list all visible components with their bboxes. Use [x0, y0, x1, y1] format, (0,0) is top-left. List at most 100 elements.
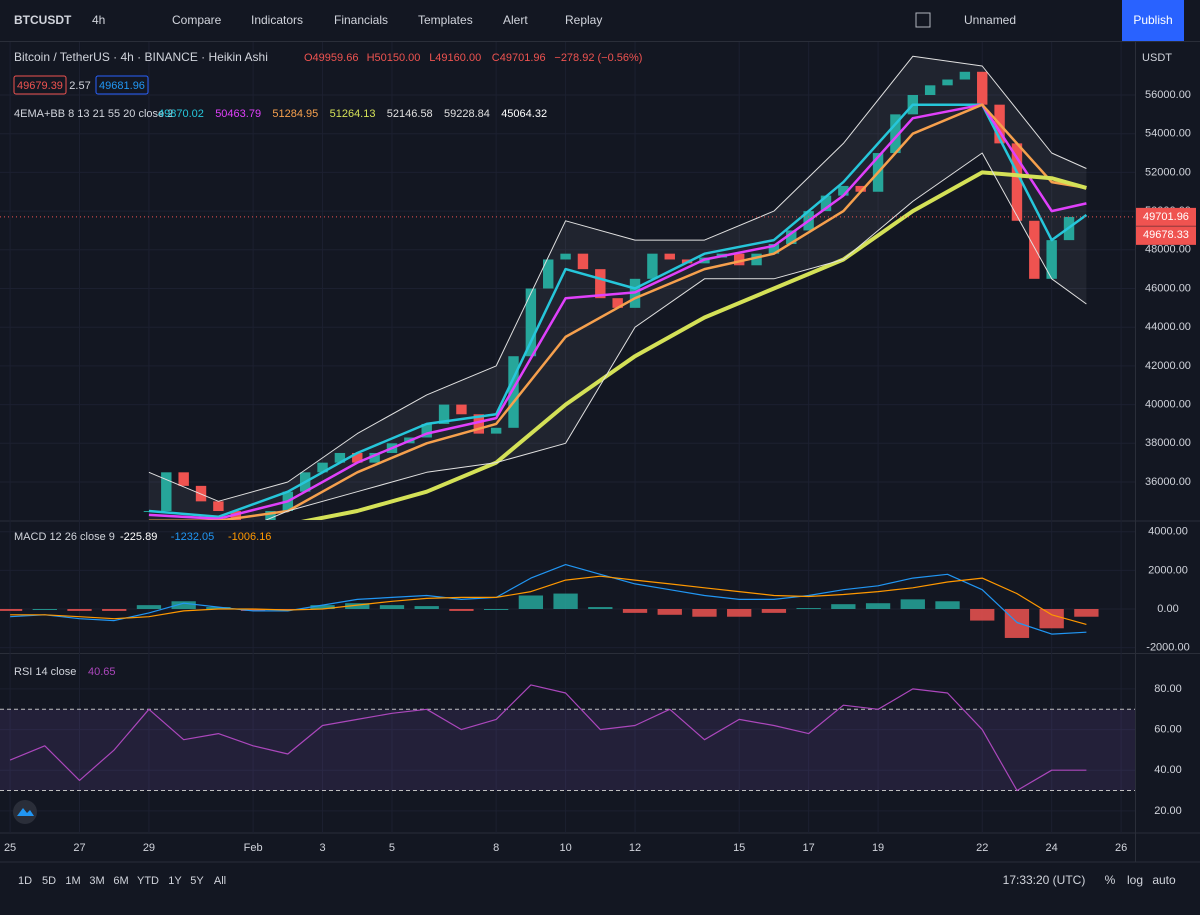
candle — [1046, 240, 1057, 279]
price-tag — [1136, 226, 1196, 245]
ask: 49681.96 — [99, 80, 145, 92]
pane — [0, 55, 1135, 520]
toolbar-item[interactable]: Financials — [334, 13, 388, 27]
candle — [786, 230, 797, 244]
macd-title: MACD 12 26 close 9 — [14, 531, 115, 543]
histogram-bar — [483, 609, 509, 611]
histogram-bar — [727, 609, 752, 617]
layout-name[interactable]: Unnamed — [964, 13, 1016, 27]
range-button[interactable]: All — [214, 875, 226, 887]
candle — [924, 85, 936, 95]
rsi-band — [0, 709, 1135, 791]
indicator-line — [148, 103, 1087, 520]
price-tag-label: 49678.33 — [1143, 229, 1189, 241]
candle — [213, 501, 224, 512]
range-button[interactable]: YTD — [137, 875, 159, 887]
top-toolbar: BTCUSDT 4h Compare Indicators Financials Te… — [0, 0, 1200, 42]
indicator-value: 51264.13 — [330, 108, 376, 120]
histogram-bar — [761, 609, 787, 613]
charts: 25 27 29 Feb 3 5 8 10 12 15 17 19 22 24 26 36000.00 3800… — [0, 42, 1196, 854]
checkbox[interactable] — [915, 12, 931, 28]
histogram-bar — [67, 609, 92, 611]
candle — [664, 253, 675, 260]
candle — [647, 253, 658, 279]
price-legend: Bitcoin / TetherUS · 4h · BINANCE · Heik… — [13, 50, 1172, 120]
indicator-line — [300, 170, 1087, 520]
time-tick-label: 22 — [976, 842, 988, 854]
histogram-bar — [414, 606, 439, 610]
toolbar-item[interactable]: Alert — [503, 13, 528, 27]
candle — [959, 71, 971, 80]
interval[interactable]: 4h — [92, 13, 105, 27]
time-tick-label: 19 — [872, 842, 884, 854]
histogram-bar — [171, 601, 196, 610]
toolbar-item[interactable]: Templates — [418, 13, 473, 27]
ohlc-value: −278.92 (−0.56%) — [554, 52, 642, 64]
time-tick-label: 5 — [389, 842, 395, 854]
time-tick-label: Feb — [244, 842, 263, 854]
indicator-value: 45064.32 — [501, 108, 547, 120]
macd-value: -225.89 — [120, 531, 157, 543]
range-button[interactable]: 3M — [89, 875, 104, 887]
toolbar-item[interactable]: Indicators — [251, 13, 303, 27]
indicator-line — [264, 152, 1087, 520]
symbol[interactable]: BTCUSDT — [14, 13, 72, 27]
y-tick-label: 2000.00 — [1148, 564, 1188, 576]
indicator-line — [148, 103, 1088, 519]
time-tick-label: 15 — [733, 842, 745, 854]
candle — [560, 253, 571, 260]
publish-label[interactable]: Publish — [1133, 13, 1172, 27]
ohlc: O49959.66 H50150.00 L49160.00 C49701.96 −278… — [304, 52, 642, 64]
pane — [0, 684, 1135, 812]
indicator-value: 51284.95 — [272, 108, 318, 120]
histogram-bar — [692, 609, 717, 617]
scale-option[interactable]: % — [1105, 873, 1116, 887]
candle — [490, 427, 502, 434]
y-tick-label: 52000.00 — [1145, 166, 1191, 178]
y-tick-label: 38000.00 — [1145, 437, 1191, 449]
histogram-bar — [240, 609, 266, 611]
y-tick-label: 0.00 — [1157, 603, 1178, 615]
indicator-line — [9, 684, 1087, 792]
histogram-bar — [796, 608, 821, 610]
time-tick-label: 25 — [4, 842, 16, 854]
candle — [456, 404, 467, 415]
logo-icon — [17, 808, 34, 816]
indicator-values: 49870.02 50463.79 51284.95 51264.13 52146.58… — [158, 108, 547, 120]
candle — [820, 195, 832, 212]
histogram-bar — [1004, 609, 1030, 638]
toolbar-item[interactable]: Replay — [565, 13, 602, 27]
y-tick-label: 4000.00 — [1148, 526, 1188, 538]
candle — [751, 253, 762, 266]
time-tick-label: 3 — [319, 842, 325, 854]
bottom-bar: 17:33:20 (UTC) 1D 5D 1M 3M 6M YTD 1Y 5Y All% log a… — [18, 873, 1176, 887]
candle — [942, 79, 953, 86]
candle — [838, 185, 849, 196]
scale-option[interactable]: log — [1127, 873, 1143, 887]
macd-legend: MACD 12 26 close 9 -225.89 -1232.05 -1006.… — [14, 531, 271, 543]
candle — [265, 511, 276, 520]
range-button[interactable]: 5Y — [190, 875, 204, 887]
indicator-value: 59228.84 — [444, 108, 490, 120]
range-button[interactable]: 5D — [42, 875, 56, 887]
y-tick-label: 20.00 — [1154, 805, 1182, 817]
unit: USDT — [1142, 52, 1172, 64]
clock: 17:33:20 (UTC) — [1003, 873, 1086, 887]
range-button[interactable]: 6M — [113, 875, 128, 887]
rsi-legend: RSI 14 close 40.65 — [14, 666, 116, 678]
y-tick-label: 48000.00 — [1145, 244, 1191, 256]
toolbar-item[interactable]: Compare — [172, 13, 222, 27]
candle — [595, 269, 606, 299]
time-tick-label: 26 — [1115, 842, 1127, 854]
range-button[interactable]: 1Y — [168, 875, 182, 887]
scale-option[interactable]: auto — [1152, 873, 1176, 887]
histogram-bar — [831, 604, 856, 610]
range-button[interactable]: 1M — [65, 875, 80, 887]
bid-box — [13, 75, 67, 95]
candle — [525, 288, 537, 357]
range-button[interactable]: 1D — [18, 875, 32, 887]
time-tick-label: 12 — [629, 842, 641, 854]
time-tick-label: 29 — [143, 842, 155, 854]
macd-value: -1006.16 — [228, 531, 271, 543]
publish-button[interactable] — [1122, 0, 1184, 41]
